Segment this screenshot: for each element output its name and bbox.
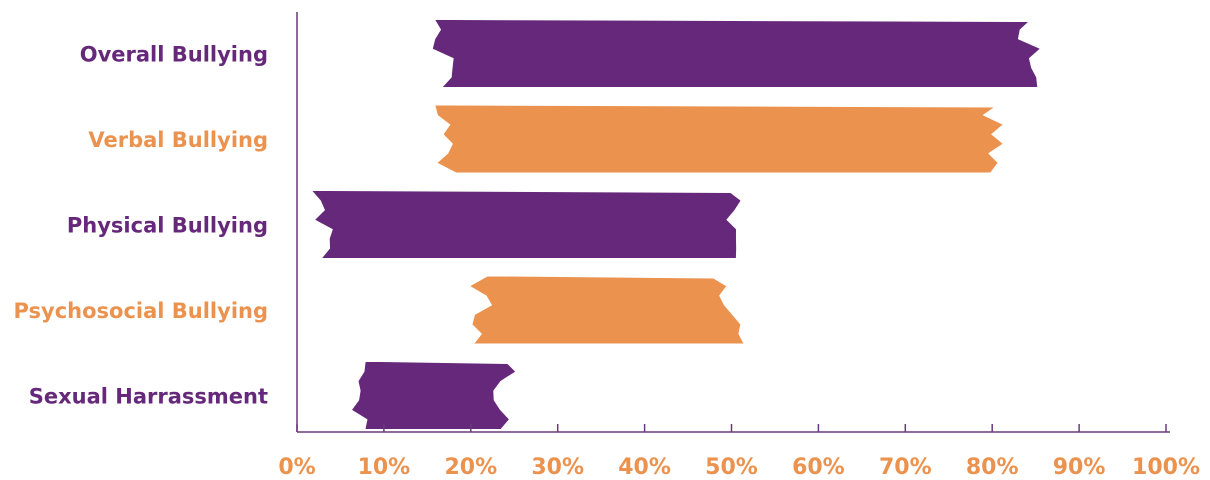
x-tick-label: 90% — [1053, 455, 1106, 480]
x-tick-label: 100% — [1132, 455, 1200, 480]
x-tick-label: 20% — [444, 455, 497, 480]
x-tick-labels: 0% 10% 20% 30% 40% 50% 60% 70% 80% 90% 100% — [278, 455, 1200, 480]
x-tick-label: 60% — [792, 455, 845, 480]
range-bar-sexual-harrassment — [352, 362, 516, 429]
x-tick-label: 50% — [705, 455, 758, 480]
range-bar-physical-bullying — [312, 191, 741, 258]
axes — [296, 12, 1170, 433]
category-label-overall-bullying: Overall Bullying — [80, 43, 268, 67]
category-label-psychosocial-bullying: Psychosocial Bullying — [13, 299, 268, 323]
x-tick-label: 10% — [358, 455, 411, 480]
range-bar-psychosocial-bullying — [470, 276, 744, 344]
category-label-physical-bullying: Physical Bullying — [67, 214, 268, 238]
x-tick-label: 40% — [618, 455, 671, 480]
category-label-verbal-bullying: Verbal Bullying — [88, 128, 268, 152]
range-bar-overall-bullying — [432, 20, 1040, 87]
x-tick-label: 80% — [966, 455, 1019, 480]
x-tick-label: 0% — [278, 455, 315, 480]
x-tick-label: 70% — [879, 455, 932, 480]
range-bar-verbal-bullying — [435, 105, 1003, 173]
category-label-sexual-harrassment: Sexual Harrassment — [29, 385, 268, 409]
x-tick-label: 30% — [531, 455, 584, 480]
category-labels: Overall Bullying Verbal Bullying Physical … — [13, 43, 268, 409]
range-bars — [312, 20, 1040, 429]
